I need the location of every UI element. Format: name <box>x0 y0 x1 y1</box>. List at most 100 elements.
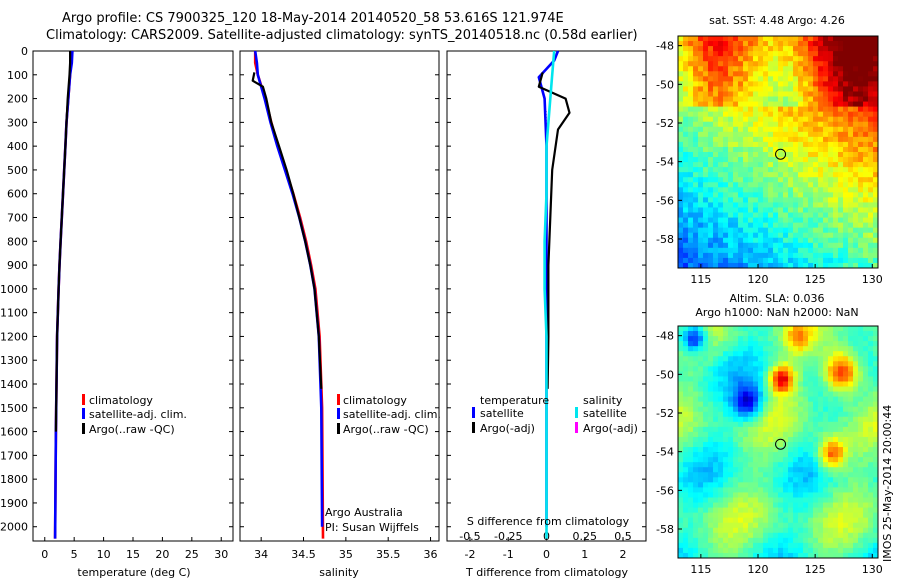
map-cell <box>848 401 854 408</box>
map-cell <box>863 126 869 133</box>
map-cell <box>818 426 824 433</box>
map-cell <box>718 71 724 77</box>
map-cell <box>843 552 849 559</box>
map-cell <box>783 497 789 504</box>
map-cell <box>763 326 769 332</box>
map-cell <box>688 212 694 219</box>
map-cell <box>868 76 874 82</box>
map-cell <box>863 192 869 198</box>
map-cell <box>798 517 804 524</box>
map-cell <box>713 497 719 504</box>
map-cell <box>858 552 864 559</box>
map-cell <box>748 61 754 67</box>
map-cell <box>868 192 874 198</box>
map-cell <box>728 542 734 549</box>
map-cell <box>703 452 709 458</box>
map-cell <box>723 386 729 393</box>
map-cell <box>713 351 719 357</box>
map-cell <box>728 101 734 108</box>
map-cell <box>868 182 874 188</box>
map-cell <box>708 177 714 183</box>
map-cell <box>728 162 734 168</box>
map-cell <box>733 346 739 352</box>
map-cell <box>748 552 754 559</box>
map-cell <box>858 497 864 504</box>
map-cell <box>713 141 719 148</box>
map-cell <box>723 182 729 188</box>
map-cell <box>843 71 849 77</box>
map-cell <box>863 331 869 337</box>
map-cell <box>698 51 704 57</box>
map-cell <box>858 331 864 337</box>
map-cell <box>733 126 739 133</box>
map-cell <box>858 457 864 463</box>
map-cell <box>713 532 719 539</box>
map-cell <box>768 252 774 259</box>
map-cell <box>718 482 724 488</box>
map-cell <box>753 462 759 468</box>
map-cell <box>783 202 789 208</box>
map-cell <box>758 227 764 234</box>
map-cell <box>713 396 719 403</box>
map-cell <box>783 237 789 244</box>
map-cell <box>768 346 774 352</box>
map-cell <box>813 61 819 67</box>
map-cell <box>813 152 819 158</box>
map-cell <box>823 217 829 224</box>
map-cell <box>733 421 739 428</box>
map-cell <box>868 547 874 554</box>
map-cell <box>713 341 719 347</box>
map-cell <box>823 436 829 443</box>
map-cell <box>733 416 739 423</box>
map-cell <box>678 426 684 433</box>
map-cell <box>703 96 709 103</box>
map-cell <box>693 197 699 203</box>
map-cell <box>783 462 789 468</box>
map-x-tick-label: 120 <box>748 273 769 286</box>
map-cell <box>833 472 839 478</box>
map-cell <box>718 262 724 269</box>
map-cell <box>848 202 854 208</box>
map-cell <box>793 391 799 398</box>
map-cell <box>783 217 789 224</box>
map-cell <box>868 482 874 488</box>
map-frame <box>677 35 879 269</box>
map-cell <box>748 51 754 57</box>
map-cell <box>743 157 749 163</box>
map-cell <box>703 391 709 398</box>
map-cell <box>838 252 844 259</box>
map-cell <box>853 502 859 509</box>
map-cell <box>848 537 854 544</box>
map-cell <box>713 182 719 188</box>
map-cell <box>763 416 769 423</box>
map-cell <box>768 391 774 398</box>
map-cell <box>823 146 829 153</box>
map-cell <box>778 81 784 87</box>
map-cell <box>788 341 794 347</box>
map-cell <box>808 212 814 219</box>
map-cell <box>783 187 789 193</box>
map-cell <box>818 162 824 168</box>
map-cell <box>808 51 814 57</box>
map-cell <box>708 192 714 198</box>
map-cell <box>743 96 749 103</box>
map-cell <box>753 131 759 138</box>
map-cell <box>793 182 799 188</box>
map-cell <box>718 81 724 87</box>
map-cell <box>683 462 689 468</box>
map-cell <box>838 502 844 509</box>
map-cell <box>868 346 874 352</box>
map-cell <box>708 61 714 67</box>
map-cell <box>873 81 879 87</box>
map-cell <box>843 207 849 214</box>
map-cell <box>843 431 849 438</box>
credit-org: Argo Australia <box>325 506 403 519</box>
map-cell <box>853 111 859 118</box>
map-cell <box>703 257 709 264</box>
map-cell <box>823 376 829 382</box>
map-cell <box>683 51 689 57</box>
s-diff-tick-label: -0.5 <box>459 530 480 543</box>
map-cell <box>803 482 809 488</box>
map-cell <box>793 376 799 382</box>
map-cell <box>728 197 734 203</box>
